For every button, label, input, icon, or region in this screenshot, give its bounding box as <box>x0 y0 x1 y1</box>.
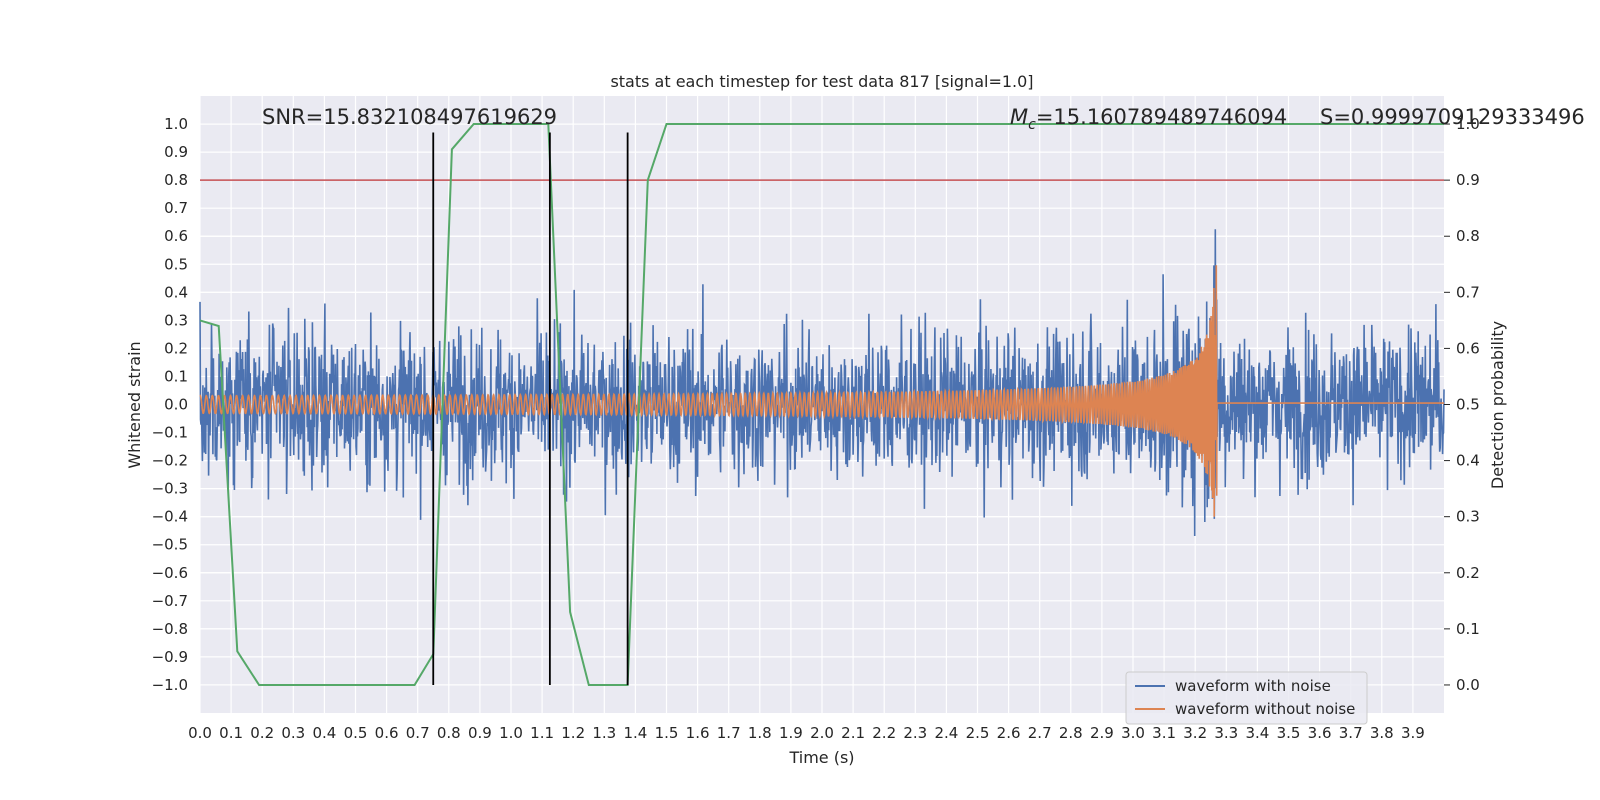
x-tick-label: 2.0 <box>810 724 834 742</box>
x-tick-label: 1.0 <box>499 724 523 742</box>
y-tick-label: −0.1 <box>152 424 188 442</box>
y-tick-label: −0.3 <box>152 480 188 498</box>
x-tick-label: 1.1 <box>530 724 554 742</box>
x-tick-label: 3.2 <box>1183 724 1207 742</box>
y-tick-label: 0.0 <box>164 396 188 414</box>
y-tick-label: 0.7 <box>164 199 188 217</box>
y-tick-label: 0.3 <box>164 311 188 329</box>
x-tick-label: 1.7 <box>717 724 741 742</box>
x-tick-label: 2.8 <box>1059 724 1083 742</box>
chart-title: stats at each timestep for test data 817… <box>610 72 1033 91</box>
y-axis-label: Whitened strain <box>125 341 144 468</box>
x-tick-label: 3.6 <box>1308 724 1332 742</box>
y-tick-label: −0.4 <box>152 508 188 526</box>
significance-annotation: S=0.9999709129333496 <box>1320 105 1585 129</box>
y2-tick-label: 0.1 <box>1456 620 1480 638</box>
ticks: 0.0 0.1 0.2 0.3 0.4 0.5 0.6 0.7 0.8 0.9 1.0 1.1 1.2 1… <box>152 115 1480 742</box>
x-axis-label: Time (s) <box>788 748 854 767</box>
x-tick-label: 3.5 <box>1277 724 1301 742</box>
x-tick-label: 0.3 <box>281 724 305 742</box>
x-tick-label: 0.2 <box>250 724 274 742</box>
y2-tick-label: 0.2 <box>1456 564 1480 582</box>
y-tick-label: 0.4 <box>164 283 188 301</box>
y2-tick-label: 0.0 <box>1456 676 1480 694</box>
x-tick-label: 1.9 <box>779 724 803 742</box>
y2-tick-label: 0.9 <box>1456 171 1480 189</box>
x-tick-label: 3.0 <box>1121 724 1145 742</box>
x-tick-label: 2.5 <box>966 724 990 742</box>
x-tick-label: 2.6 <box>997 724 1021 742</box>
legend-label-noise: waveform with noise <box>1175 677 1331 695</box>
y-tick-label: 0.5 <box>164 255 188 273</box>
x-tick-label: 0.9 <box>468 724 492 742</box>
x-tick-label: 3.3 <box>1214 724 1238 742</box>
y-tick-label: −0.2 <box>152 452 188 470</box>
x-tick-label: 3.4 <box>1245 724 1269 742</box>
y-tick-label: 0.6 <box>164 227 188 245</box>
chirp-mass-value: =15.160789489746094 <box>1036 105 1287 129</box>
x-tick-label: 2.4 <box>934 724 958 742</box>
chirp-mass-subscript: c <box>1028 117 1036 133</box>
x-tick-label: 1.4 <box>623 724 647 742</box>
snr-annotation: SNR=15.832108497619629 <box>262 105 557 129</box>
series-waveform-without-noise <box>199 265 1444 517</box>
y-tick-label: −0.9 <box>152 648 188 666</box>
y-tick-label: −0.5 <box>152 536 188 554</box>
x-tick-label: 1.5 <box>655 724 679 742</box>
x-tick-label: 3.7 <box>1339 724 1363 742</box>
y2-tick-label: 0.7 <box>1456 283 1480 301</box>
y-tick-label: 0.9 <box>164 143 188 161</box>
chirp-mass-annotation: Mc=15.160789489746094 <box>1010 105 1287 133</box>
x-tick-label: 0.8 <box>437 724 461 742</box>
x-tick-label: 0.6 <box>375 724 399 742</box>
x-tick-label: 1.8 <box>748 724 772 742</box>
x-tick-label: 1.3 <box>592 724 616 742</box>
x-tick-label: 2.7 <box>1028 724 1052 742</box>
legend: waveform with noise waveform without noi… <box>1125 671 1368 725</box>
y2-tick-label: 0.6 <box>1456 339 1480 357</box>
y2-tick-label: 0.4 <box>1456 452 1480 470</box>
y2-tick-label: 0.3 <box>1456 508 1480 526</box>
y-tick-label: −0.8 <box>152 620 188 638</box>
y-tick-label: 1.0 <box>164 115 188 133</box>
x-tick-label: 2.9 <box>1090 724 1114 742</box>
legend-box <box>1125 671 1368 725</box>
chirp-mass-symbol: M <box>1010 105 1028 129</box>
legend-label-chirp: waveform without noise <box>1175 700 1355 718</box>
x-tick-label: 2.1 <box>841 724 865 742</box>
x-tick-label: 0.7 <box>406 724 430 742</box>
y2-tick-label: 0.5 <box>1456 396 1480 414</box>
y2-tick-label: 0.8 <box>1456 227 1480 245</box>
overlay <box>199 123 1444 686</box>
y-tick-label: −0.7 <box>152 592 188 610</box>
y-tick-label: 0.2 <box>164 339 188 357</box>
y2-axis-label: Detection probability <box>1488 321 1507 489</box>
x-tick-label: 0.0 <box>188 724 212 742</box>
x-tick-label: 0.5 <box>344 724 368 742</box>
x-tick-label: 0.1 <box>219 724 243 742</box>
x-tick-label: 1.6 <box>686 724 710 742</box>
x-tick-label: 2.3 <box>903 724 927 742</box>
detection-probability-line <box>199 123 1444 686</box>
y2-tick-label: 1.0 <box>1456 115 1480 133</box>
clean-waveform-line <box>199 265 1444 517</box>
x-tick-label: 1.2 <box>561 724 585 742</box>
y-tick-label: −0.6 <box>152 564 188 582</box>
y-tick-label: −1.0 <box>152 676 188 694</box>
x-tick-label: 0.4 <box>312 724 336 742</box>
x-tick-label: 2.2 <box>872 724 896 742</box>
x-tick-label: 3.1 <box>1152 724 1176 742</box>
x-tick-label: 3.8 <box>1370 724 1394 742</box>
y-tick-label: 0.1 <box>164 367 188 385</box>
y-tick-label: 0.8 <box>164 171 188 189</box>
x-tick-label: 3.9 <box>1401 724 1425 742</box>
